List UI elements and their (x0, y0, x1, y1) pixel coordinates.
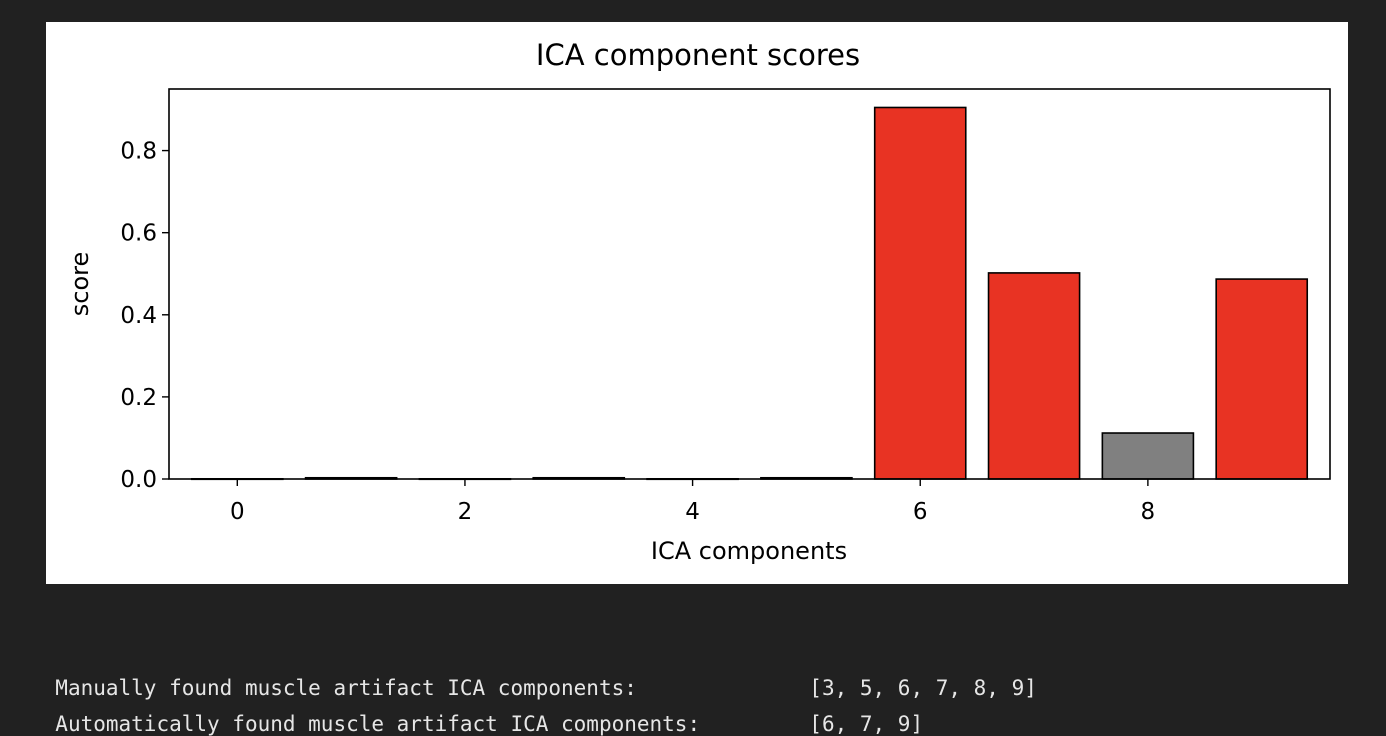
x-tick-label: 6 (913, 499, 928, 525)
manual-components-label: Manually found muscle artifact ICA compo… (55, 676, 637, 700)
x-tick-label: 4 (685, 499, 700, 525)
x-tick-label: 0 (230, 499, 245, 525)
manual-components-line: Manually found muscle artifact ICA compo… (30, 652, 1037, 700)
bar-chart: ICA component scores 0.0 0.2 0.4 0.6 0.8 0 2 4… (66, 38, 1331, 565)
y-axis-label: score (66, 252, 94, 317)
bar-component-8 (1101, 432, 1195, 480)
auto-components-value: [6, 7, 9] (809, 712, 924, 736)
manual-components-value: [3, 5, 6, 7, 8, 9] (809, 676, 1037, 700)
y-tick-label: 0.0 (120, 467, 157, 493)
y-tick-label: 0.2 (120, 385, 157, 411)
y-tick-label: 0.4 (120, 303, 157, 329)
bar-component-7 (987, 272, 1081, 480)
chart-figure: ICA component scores 0.0 0.2 0.4 0.6 0.8 0 2 4… (46, 22, 1348, 584)
chart-title: ICA component scores (536, 38, 860, 72)
plot-frame (168, 88, 1331, 480)
bar-component-6 (873, 106, 967, 480)
bar-component-9 (1215, 278, 1309, 480)
y-axis: 0.0 0.2 0.4 0.6 0.8 (120, 139, 169, 493)
x-tick-label: 2 (458, 499, 473, 525)
x-axis-label: ICA components (651, 537, 847, 565)
y-tick-label: 0.8 (120, 139, 157, 165)
auto-components-label: Automatically found muscle artifact ICA … (55, 712, 701, 736)
y-tick-label: 0.6 (120, 221, 157, 247)
bars-group (190, 106, 1309, 481)
x-axis: 0 2 4 6 8 (230, 479, 1155, 525)
auto-components-line: Automatically found muscle artifact ICA … (30, 688, 923, 736)
x-tick-label: 8 (1141, 499, 1156, 525)
